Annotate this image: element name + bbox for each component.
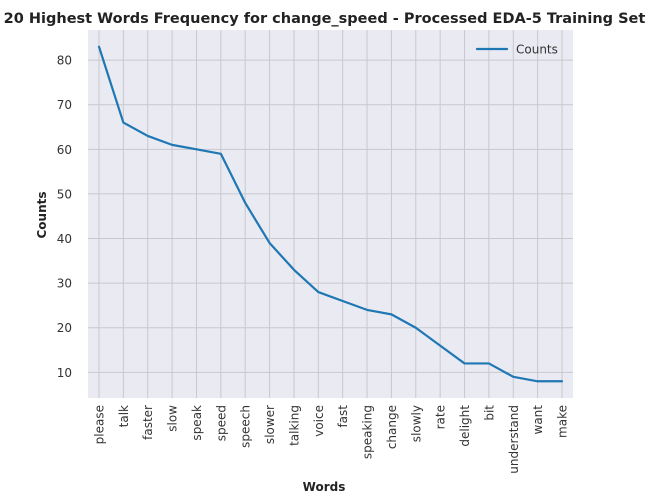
- x-tick-label: want: [531, 405, 545, 435]
- x-tick-label: change: [385, 405, 399, 449]
- x-tick-label: make: [556, 405, 570, 438]
- y-axis-label: Counts: [35, 191, 49, 238]
- x-tick-label: faster: [141, 405, 155, 440]
- x-tick-label: slow: [166, 405, 180, 432]
- x-tick-label: please: [93, 405, 107, 444]
- x-tick-label: understand: [507, 405, 521, 474]
- y-tick-label: 80: [57, 54, 72, 68]
- y-tick-label: 60: [57, 143, 72, 157]
- legend: Counts: [475, 43, 558, 57]
- x-tick-label: speak: [190, 405, 204, 441]
- x-tick-label: fast: [336, 405, 350, 428]
- x-gridlines: [98, 30, 563, 398]
- y-gridlines: [88, 59, 573, 373]
- y-tick-labels: 10 20 30 40 50 60 70 80: [57, 54, 72, 380]
- x-tick-label: voice: [312, 405, 326, 437]
- x-tick-label: bit: [482, 405, 496, 421]
- x-tick-label: speech: [239, 405, 253, 448]
- plot-area: [88, 30, 573, 398]
- y-tick-label: 10: [57, 366, 72, 380]
- x-tick-label: slowly: [409, 405, 423, 442]
- x-tick-label: delight: [458, 405, 472, 447]
- y-tick-label: 20: [57, 321, 72, 335]
- y-tick-label: 70: [57, 98, 72, 112]
- x-tick-label: talking: [287, 405, 301, 446]
- x-tick-label: slower: [263, 405, 277, 444]
- x-tick-label: talk: [117, 405, 131, 427]
- x-tick-labels: please talk faster slow speak speed speech slow…: [93, 405, 570, 474]
- x-tick-label: rate: [434, 405, 448, 429]
- x-tick-label: speed: [214, 405, 228, 441]
- legend-label-counts: Counts: [516, 43, 558, 57]
- y-tick-label: 50: [57, 187, 72, 201]
- chart-title: 20 Highest Words Frequency for change_sp…: [4, 11, 646, 27]
- series-line-counts: [97, 45, 564, 383]
- series-layer: [97, 45, 564, 383]
- y-tick-label: 30: [57, 277, 72, 291]
- y-tick-label: 40: [57, 232, 72, 246]
- x-tick-label: speaking: [361, 405, 375, 459]
- x-axis-label: Words: [303, 480, 346, 494]
